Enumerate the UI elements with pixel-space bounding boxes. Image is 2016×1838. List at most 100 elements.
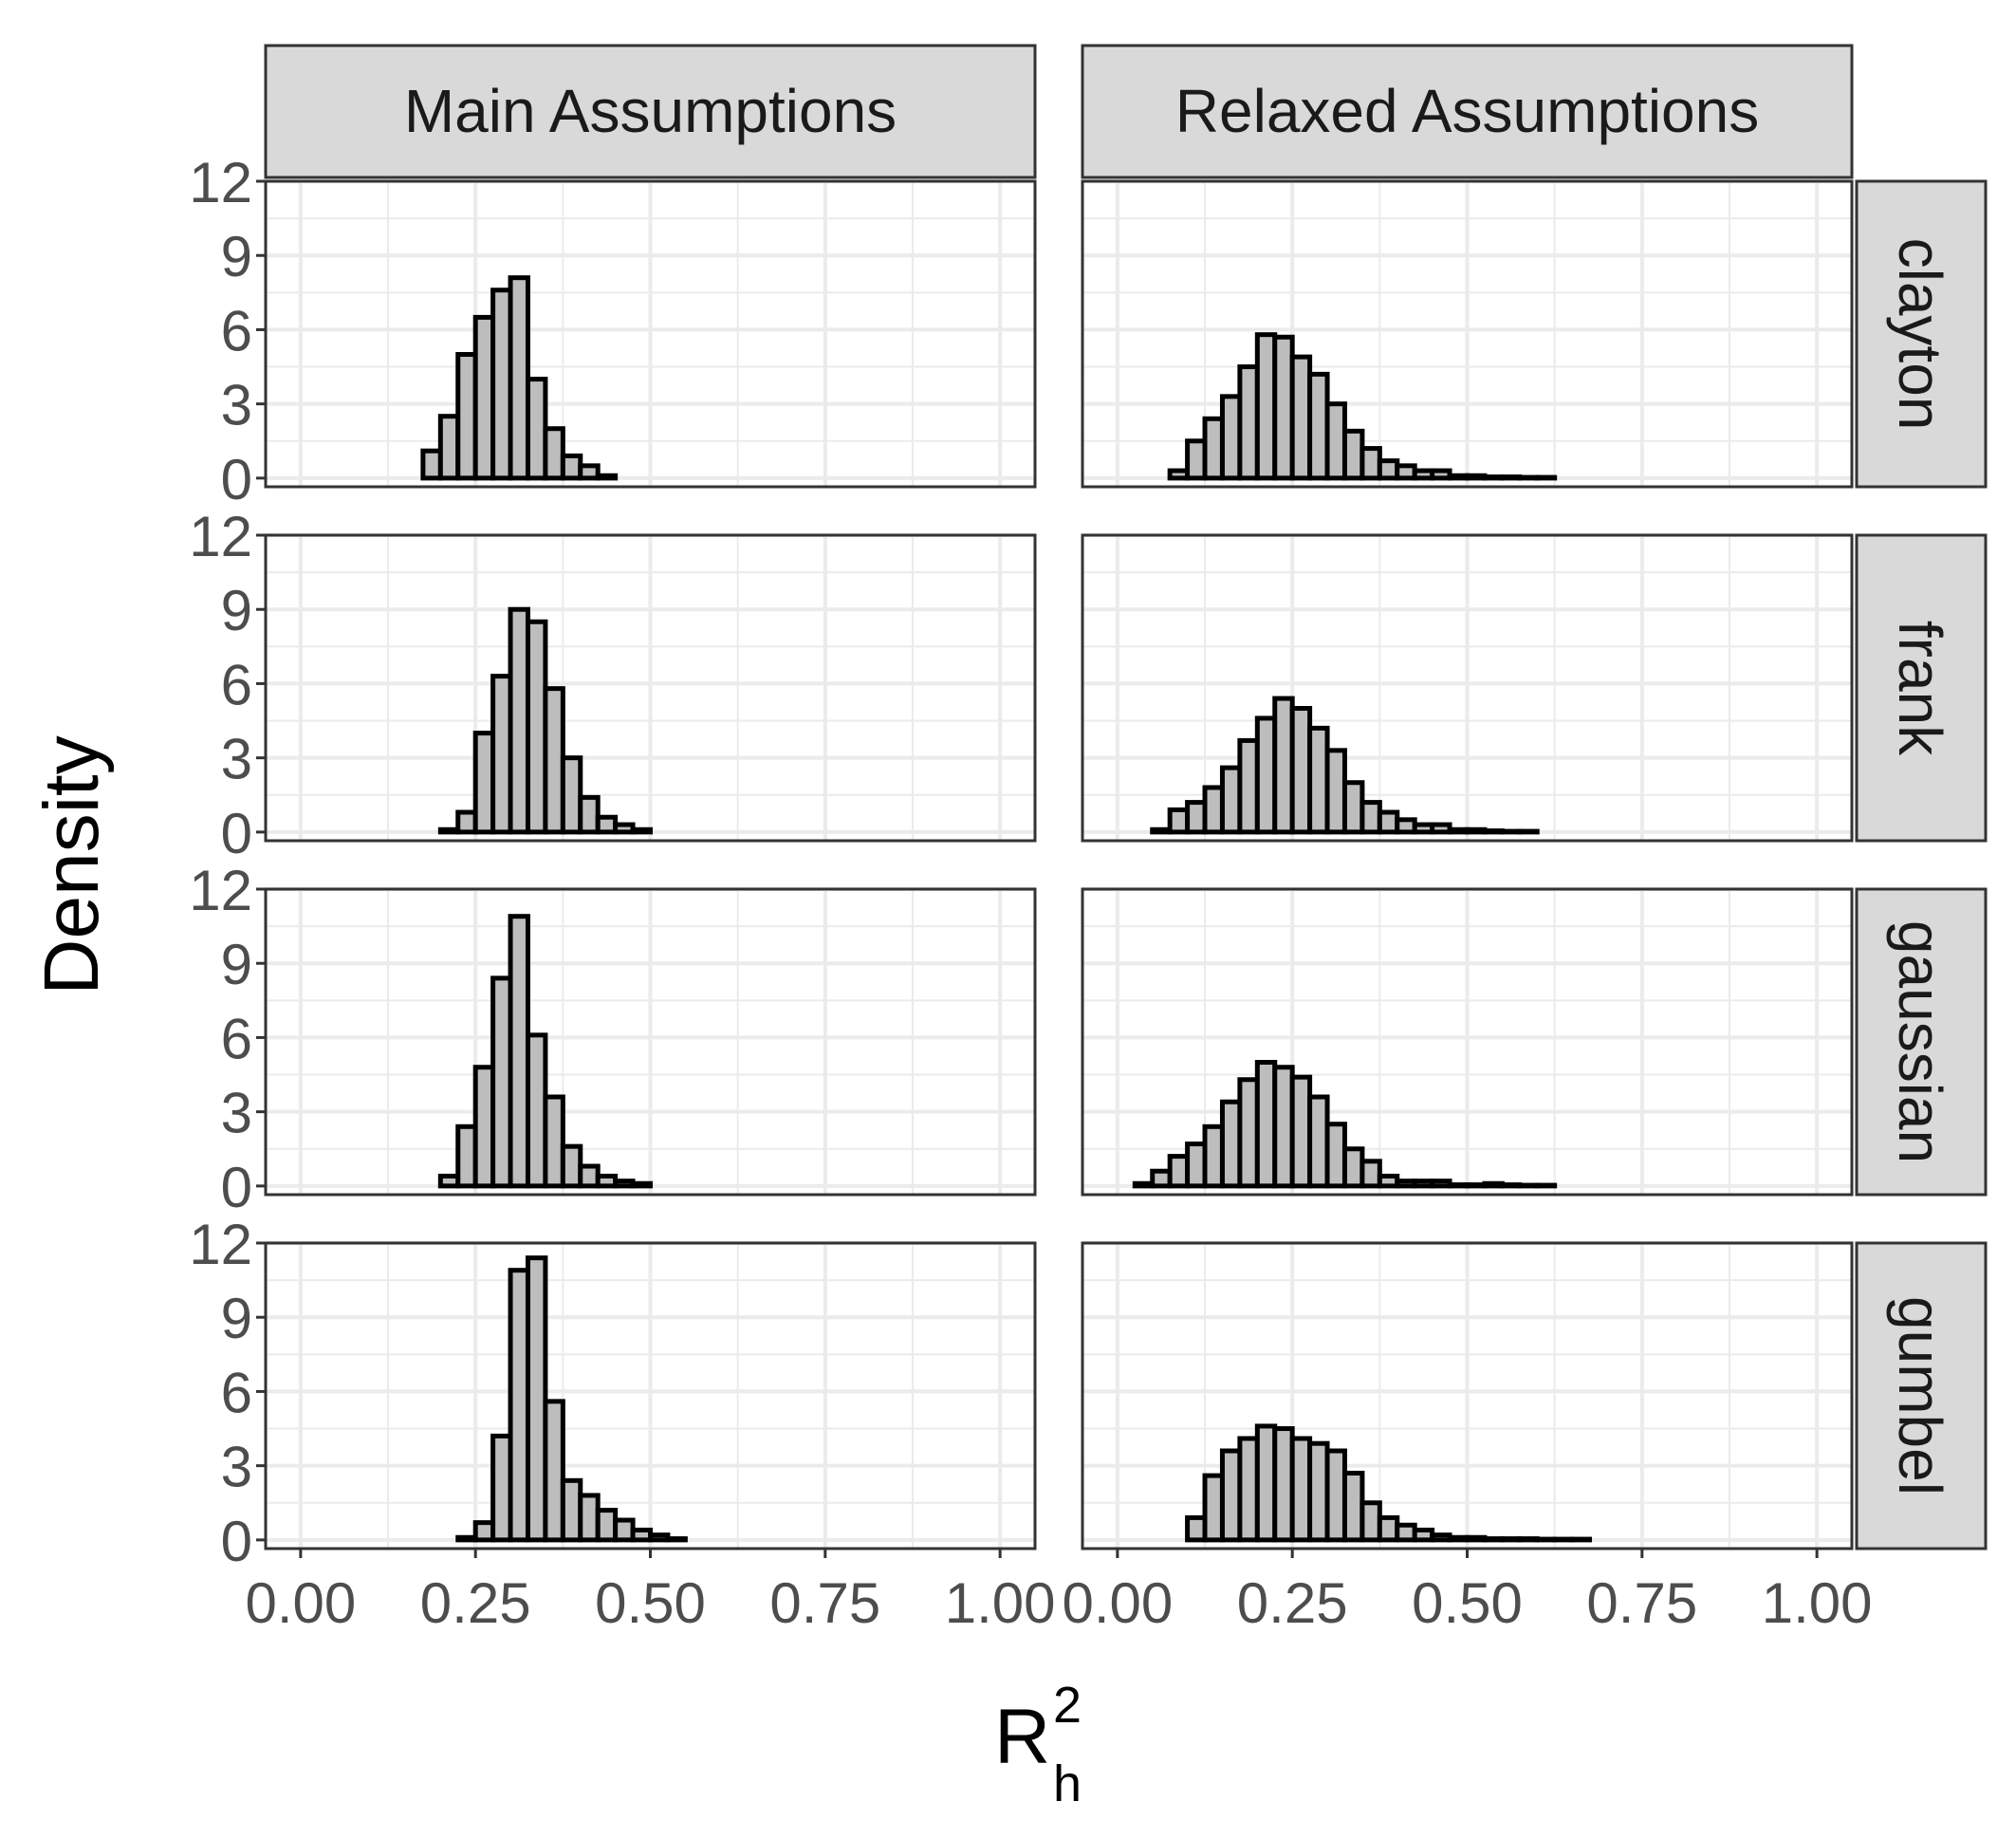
- histogram-bar: [1465, 1182, 1488, 1189]
- histogram-bar: [1219, 1099, 1243, 1189]
- histogram-bar: [543, 686, 565, 835]
- panel-gaussian-relaxed: [1081, 887, 1854, 1197]
- histogram-bar: [1324, 1122, 1347, 1189]
- histogram-bar: [455, 1534, 478, 1543]
- column-strip-relaxed: Relaxed Assumptions: [1081, 44, 1854, 179]
- x-axis-title-base: R: [994, 1694, 1050, 1780]
- histogram-bar: [1359, 1159, 1382, 1189]
- y-tick-label: 3: [221, 1082, 252, 1145]
- y-tick-label: 0: [221, 1510, 252, 1573]
- histogram-bar: [1324, 748, 1347, 835]
- panel-border: [264, 533, 1037, 843]
- histogram-bar: [455, 1123, 478, 1189]
- x-tick-label: 0.50: [1412, 1571, 1523, 1635]
- histogram-bar: [472, 314, 496, 481]
- histogram-bar: [437, 1173, 461, 1189]
- y-tick-label: 12: [189, 1213, 252, 1276]
- histogram-bar: [1377, 1173, 1400, 1189]
- histogram-bar: [1517, 474, 1540, 481]
- histogram-bar: [1552, 1536, 1575, 1543]
- histogram-bar: [525, 377, 548, 481]
- x-tick-label: 0.25: [1237, 1571, 1348, 1635]
- panel-border: [264, 887, 1037, 1197]
- histogram-bar: [1254, 1060, 1278, 1189]
- histogram-bar: [1482, 1180, 1505, 1189]
- histogram-bar: [1219, 765, 1243, 835]
- y-tick-label: 9: [221, 933, 252, 996]
- histogram-bar: [1132, 1180, 1156, 1189]
- y-axis-title: Density: [28, 735, 115, 994]
- histogram-bar: [1150, 1168, 1173, 1189]
- histogram-bar: [1517, 828, 1540, 835]
- histogram-bar: [1534, 1182, 1558, 1189]
- histogram-bar: [1202, 785, 1225, 835]
- histogram-bar: [1412, 822, 1435, 835]
- panel-gumbel-relaxed: [1081, 1241, 1854, 1558]
- y-tick-label: 9: [221, 225, 252, 288]
- histogram-bar: [1167, 807, 1191, 835]
- histogram-bar: [1359, 1500, 1382, 1543]
- y-tick-label: 6: [221, 653, 252, 716]
- column-strip-relaxed-label: Relaxed Assumptions: [1175, 77, 1759, 145]
- histogram-bar: [472, 1065, 496, 1189]
- x-tick-label: 0.25: [420, 1571, 531, 1635]
- histogram-bar: [1341, 1146, 1365, 1189]
- histogram-bar: [1289, 706, 1313, 835]
- histogram-bar: [1430, 1532, 1452, 1543]
- histogram-bar: [1499, 1182, 1523, 1189]
- histogram-bar: [1219, 394, 1243, 481]
- histogram-bar: [595, 1508, 619, 1543]
- panel-frank-main: [256, 533, 1037, 843]
- row-strip-gaussian-label: gaussian: [1886, 920, 1954, 1163]
- x-axis-title: R: [994, 1694, 1050, 1780]
- histogram-bar: [613, 1517, 636, 1543]
- y-tick-label: 12: [189, 151, 252, 214]
- histogram-bar: [1150, 826, 1173, 835]
- x-tick-label: 0.75: [1586, 1571, 1697, 1635]
- histogram-bar: [1465, 1534, 1488, 1543]
- histogram-bar: [560, 1477, 583, 1543]
- histogram-bar: [1447, 826, 1470, 835]
- histogram-bar: [1447, 473, 1470, 481]
- histogram-bar: [1517, 1536, 1540, 1543]
- histogram-bar: [1499, 828, 1523, 835]
- x-tick-label: 1.00: [1762, 1571, 1873, 1635]
- histogram-bar: [455, 352, 478, 481]
- histogram-bar: [1499, 1536, 1523, 1543]
- histogram-bar: [525, 1032, 548, 1189]
- x-tick-label: 0.00: [245, 1571, 356, 1635]
- histogram-bar: [508, 1268, 530, 1543]
- histogram-bar: [1465, 826, 1488, 835]
- histogram-bar: [1324, 401, 1347, 481]
- histogram-bar: [1237, 1436, 1260, 1543]
- histogram-bar: [543, 1399, 565, 1543]
- y-tick-label: 9: [221, 579, 252, 642]
- histogram-bar: [1465, 473, 1488, 481]
- histogram-bar: [1289, 354, 1313, 481]
- histogram-bar: [1254, 332, 1278, 481]
- histogram-bar: [1254, 1423, 1278, 1543]
- histogram-bar: [490, 674, 513, 835]
- row-strip-clayton-label: clayton: [1886, 238, 1954, 431]
- histogram-bar: [1359, 800, 1382, 835]
- y-tick-label: 0: [221, 1156, 252, 1219]
- histogram-bar: [1307, 725, 1330, 835]
- histogram-bar: [1499, 474, 1523, 481]
- panel-border: [1081, 179, 1854, 489]
- y-tick-label: 12: [189, 859, 252, 922]
- histogram-bar: [1395, 1522, 1417, 1543]
- panel-gumbel-main: [256, 1241, 1037, 1558]
- histogram-bar: [508, 914, 530, 1189]
- histogram-bar: [1341, 780, 1365, 835]
- histogram-bar: [1395, 463, 1417, 481]
- histogram-bar: [1272, 1426, 1295, 1543]
- histogram-bar: [508, 606, 530, 835]
- histogram-bar: [1202, 416, 1225, 481]
- histogram-bar: [595, 473, 619, 481]
- row-strip-frank: frank: [1855, 533, 1988, 843]
- histogram-bar: [1167, 468, 1191, 481]
- histogram-bar: [1272, 334, 1295, 481]
- histogram-bar: [560, 1143, 583, 1189]
